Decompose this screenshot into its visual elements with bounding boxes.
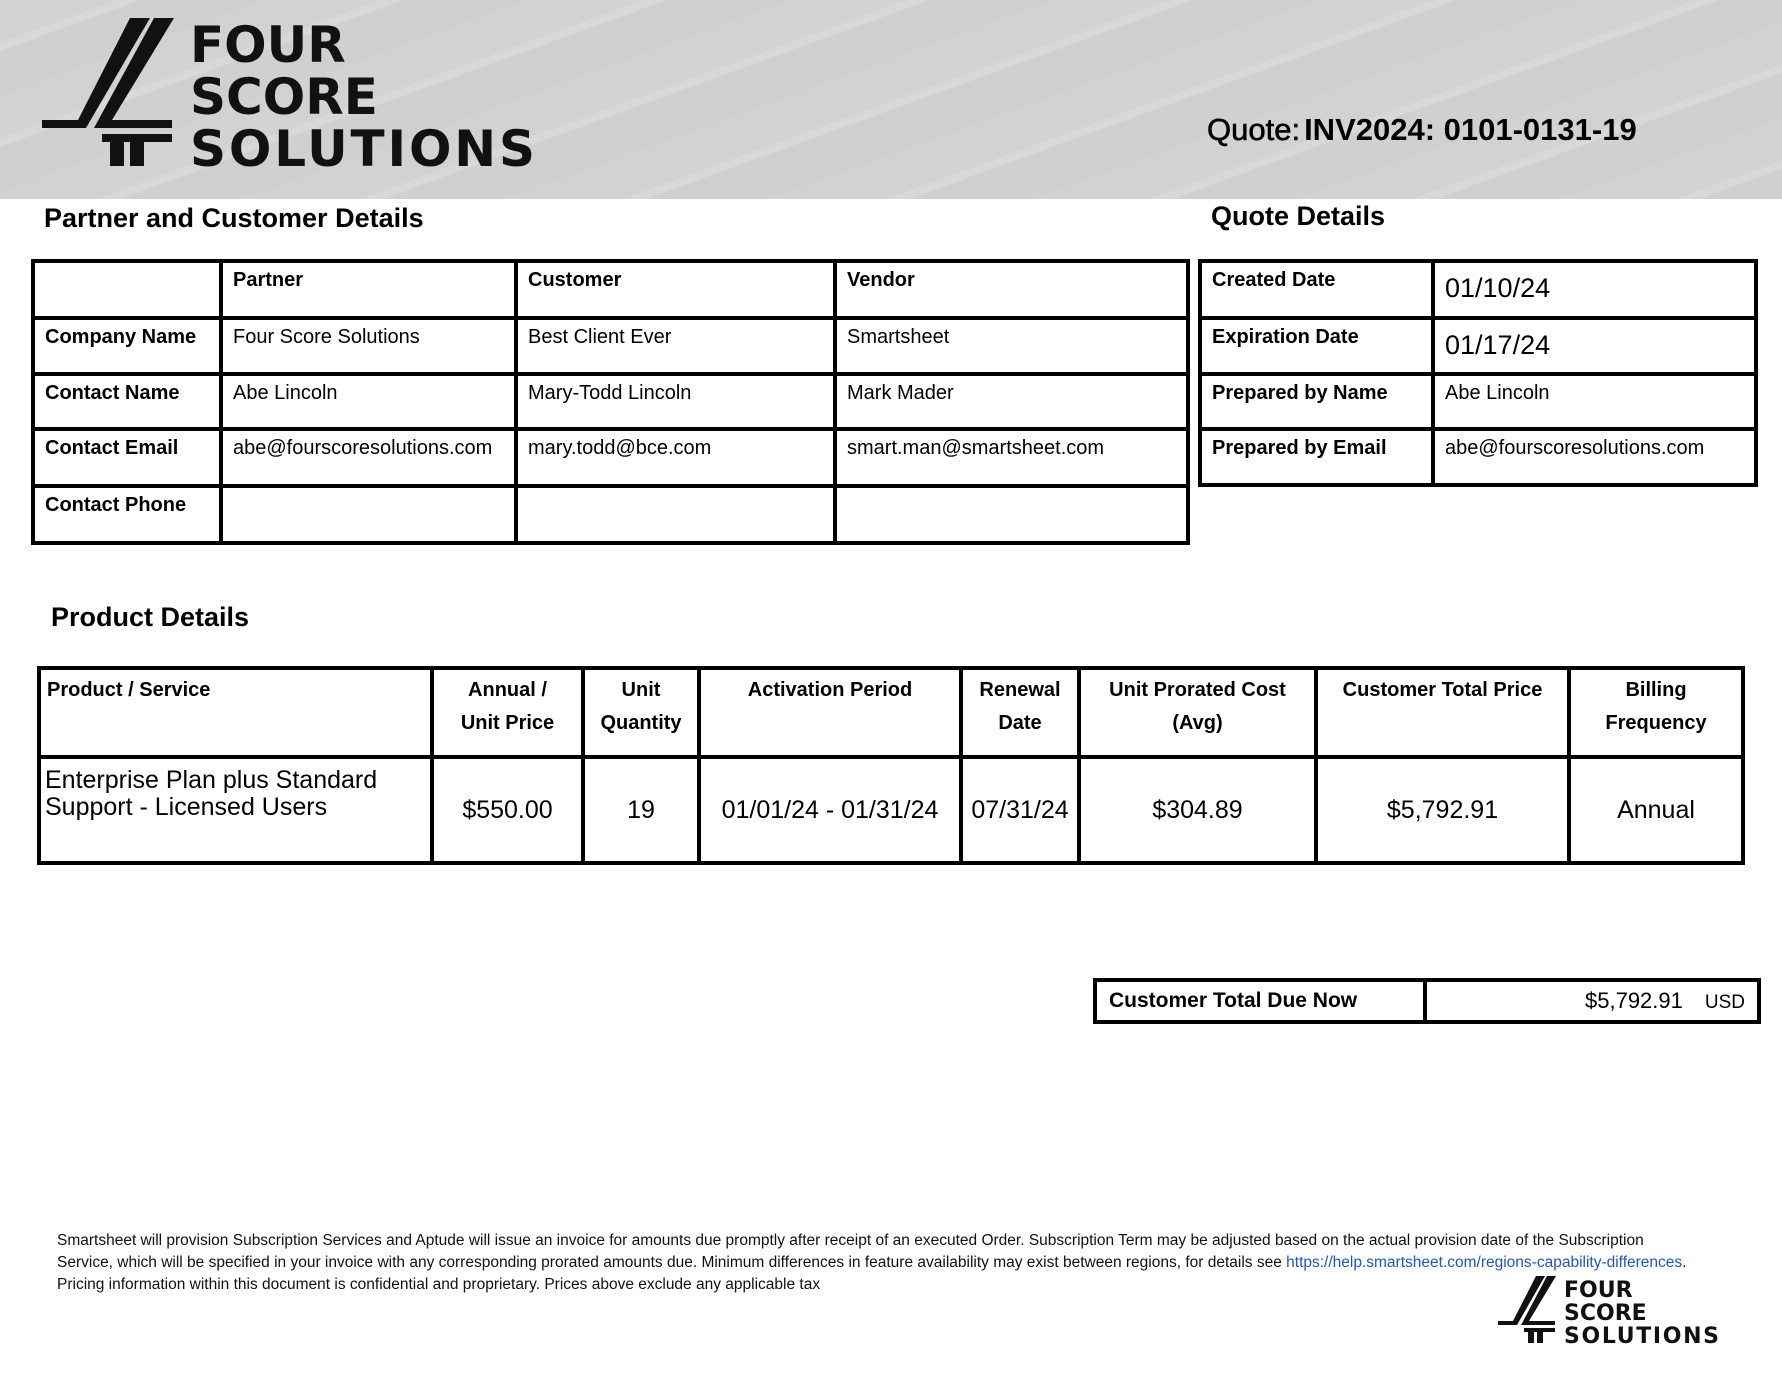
row-label: Created Date bbox=[1198, 259, 1435, 320]
billing-frequency: Annual bbox=[1567, 755, 1745, 865]
quote-details-title: Quote Details bbox=[1211, 201, 1386, 231]
table-row: Contact Phone bbox=[31, 484, 1190, 545]
col-header-unit-price: Annual / Unit Price bbox=[430, 666, 585, 759]
cell bbox=[833, 484, 1190, 545]
col-header-vendor: Vendor bbox=[833, 259, 1190, 320]
table-row: Contact Email abe@fourscoresolutions.com… bbox=[31, 427, 1190, 488]
cell: abe@fourscoresolutions.com bbox=[219, 427, 518, 488]
cell bbox=[514, 484, 837, 545]
expiration-date: 01/17/24 bbox=[1431, 316, 1758, 376]
svg-text:FOUR: FOUR bbox=[1564, 1278, 1633, 1303]
row-label: Contact Email bbox=[31, 427, 223, 488]
col-header-billing: Billing Frequency bbox=[1567, 666, 1745, 759]
row-label: Prepared by Email bbox=[1198, 427, 1435, 487]
regions-link[interactable]: https://help.smartsheet.com/regions-capa… bbox=[1286, 1254, 1683, 1271]
total-due-value: $5,792.91 USD bbox=[1423, 978, 1761, 1024]
col-header-blank bbox=[31, 259, 223, 320]
cell: Best Client Ever bbox=[514, 316, 837, 376]
col-header-product: Product / Service bbox=[37, 666, 434, 759]
product-name: Enterprise Plan plus Standard Support - … bbox=[37, 755, 434, 865]
cell: mary.todd@bce.com bbox=[514, 427, 837, 488]
col-header-quantity: Unit Quantity bbox=[581, 666, 701, 759]
unit-price: $550.00 bbox=[430, 755, 585, 865]
col-header-partner: Partner bbox=[219, 259, 518, 320]
table-row: Company Name Four Score Solutions Best C… bbox=[31, 316, 1190, 376]
quote-label: Quote: bbox=[1207, 112, 1301, 148]
cell: Mark Mader bbox=[833, 372, 1190, 431]
prepared-by-name: Abe Lincoln bbox=[1431, 372, 1758, 431]
table-row: Contact Name Abe Lincoln Mary-Todd Linco… bbox=[31, 372, 1190, 431]
row-label: Company Name bbox=[31, 316, 223, 376]
quote-id: INV2024: 0101-0131-19 bbox=[1304, 112, 1637, 147]
total-price: $5,792.91 bbox=[1314, 755, 1571, 865]
prorated-cost: $304.89 bbox=[1077, 755, 1318, 865]
product-details-title: Product Details bbox=[51, 602, 250, 632]
activation-period: 01/01/24 - 01/31/24 bbox=[697, 755, 963, 865]
col-header-customer: Customer bbox=[514, 259, 837, 320]
quantity: 19 bbox=[581, 755, 701, 865]
partner-section-title: Partner and Customer Details bbox=[44, 203, 424, 233]
total-amount: $5,792.91 bbox=[1585, 988, 1683, 1013]
logo-text-score: SCORE bbox=[190, 68, 378, 126]
renewal-date: 07/31/24 bbox=[959, 755, 1081, 865]
col-header-renewal: Renewal Date bbox=[959, 666, 1081, 759]
partner-customer-table: Partner Customer Vendor Company Name Fou… bbox=[31, 259, 1190, 545]
svg-text:SCORE: SCORE bbox=[1564, 1301, 1647, 1326]
created-date: 01/10/24 bbox=[1431, 259, 1758, 320]
cell: Mary-Todd Lincoln bbox=[514, 372, 837, 431]
total-due-table: Customer Total Due Now $5,792.91 USD bbox=[1093, 978, 1761, 1024]
row-label: Expiration Date bbox=[1198, 316, 1435, 376]
cell: Abe Lincoln bbox=[219, 372, 518, 431]
company-logo: FOUR SCORE SOLUTIONS bbox=[42, 16, 535, 168]
col-header-total-price: Customer Total Price bbox=[1314, 666, 1571, 759]
row-label: Contact Phone bbox=[31, 484, 223, 545]
col-header-activation: Activation Period bbox=[697, 666, 963, 759]
row-label: Prepared by Name bbox=[1198, 372, 1435, 431]
table-row: Enterprise Plan plus Standard Support - … bbox=[37, 755, 1745, 865]
footer-logo: FOUR SCORE SOLUTIONS bbox=[1498, 1276, 1719, 1345]
quote-details-table: Created Date 01/10/24 Expiration Date 01… bbox=[1198, 259, 1758, 487]
table-row: Created Date 01/10/24 bbox=[1198, 259, 1758, 320]
svg-text:SOLUTIONS: SOLUTIONS bbox=[1564, 1324, 1719, 1345]
footer-disclaimer: Smartsheet will provision Subscription S… bbox=[57, 1232, 1687, 1293]
currency: USD bbox=[1704, 992, 1745, 1013]
logo-text-solutions: SOLUTIONS bbox=[190, 120, 535, 168]
header-band bbox=[0, 0, 1782, 199]
total-due-label: Customer Total Due Now bbox=[1093, 978, 1427, 1024]
logo-text-four: FOUR bbox=[190, 16, 346, 74]
cell: Four Score Solutions bbox=[219, 316, 518, 376]
cell: smart.man@smartsheet.com bbox=[833, 427, 1190, 488]
cell: Smartsheet bbox=[833, 316, 1190, 376]
table-row: Prepared by Email abe@fourscoresolutions… bbox=[1198, 427, 1758, 487]
table-row: Prepared by Name Abe Lincoln bbox=[1198, 372, 1758, 431]
cell bbox=[219, 484, 518, 545]
prepared-by-email: abe@fourscoresolutions.com bbox=[1431, 427, 1758, 487]
row-label: Contact Name bbox=[31, 372, 223, 431]
quote-number: Quote: INV2024: 0101-0131-19 bbox=[1207, 112, 1637, 148]
product-table: Product / Service Annual / Unit Price Uni… bbox=[37, 666, 1745, 865]
table-row: Expiration Date 01/17/24 bbox=[1198, 316, 1758, 376]
col-header-prorated-cost: Unit Prorated Cost (Avg) bbox=[1077, 666, 1318, 759]
